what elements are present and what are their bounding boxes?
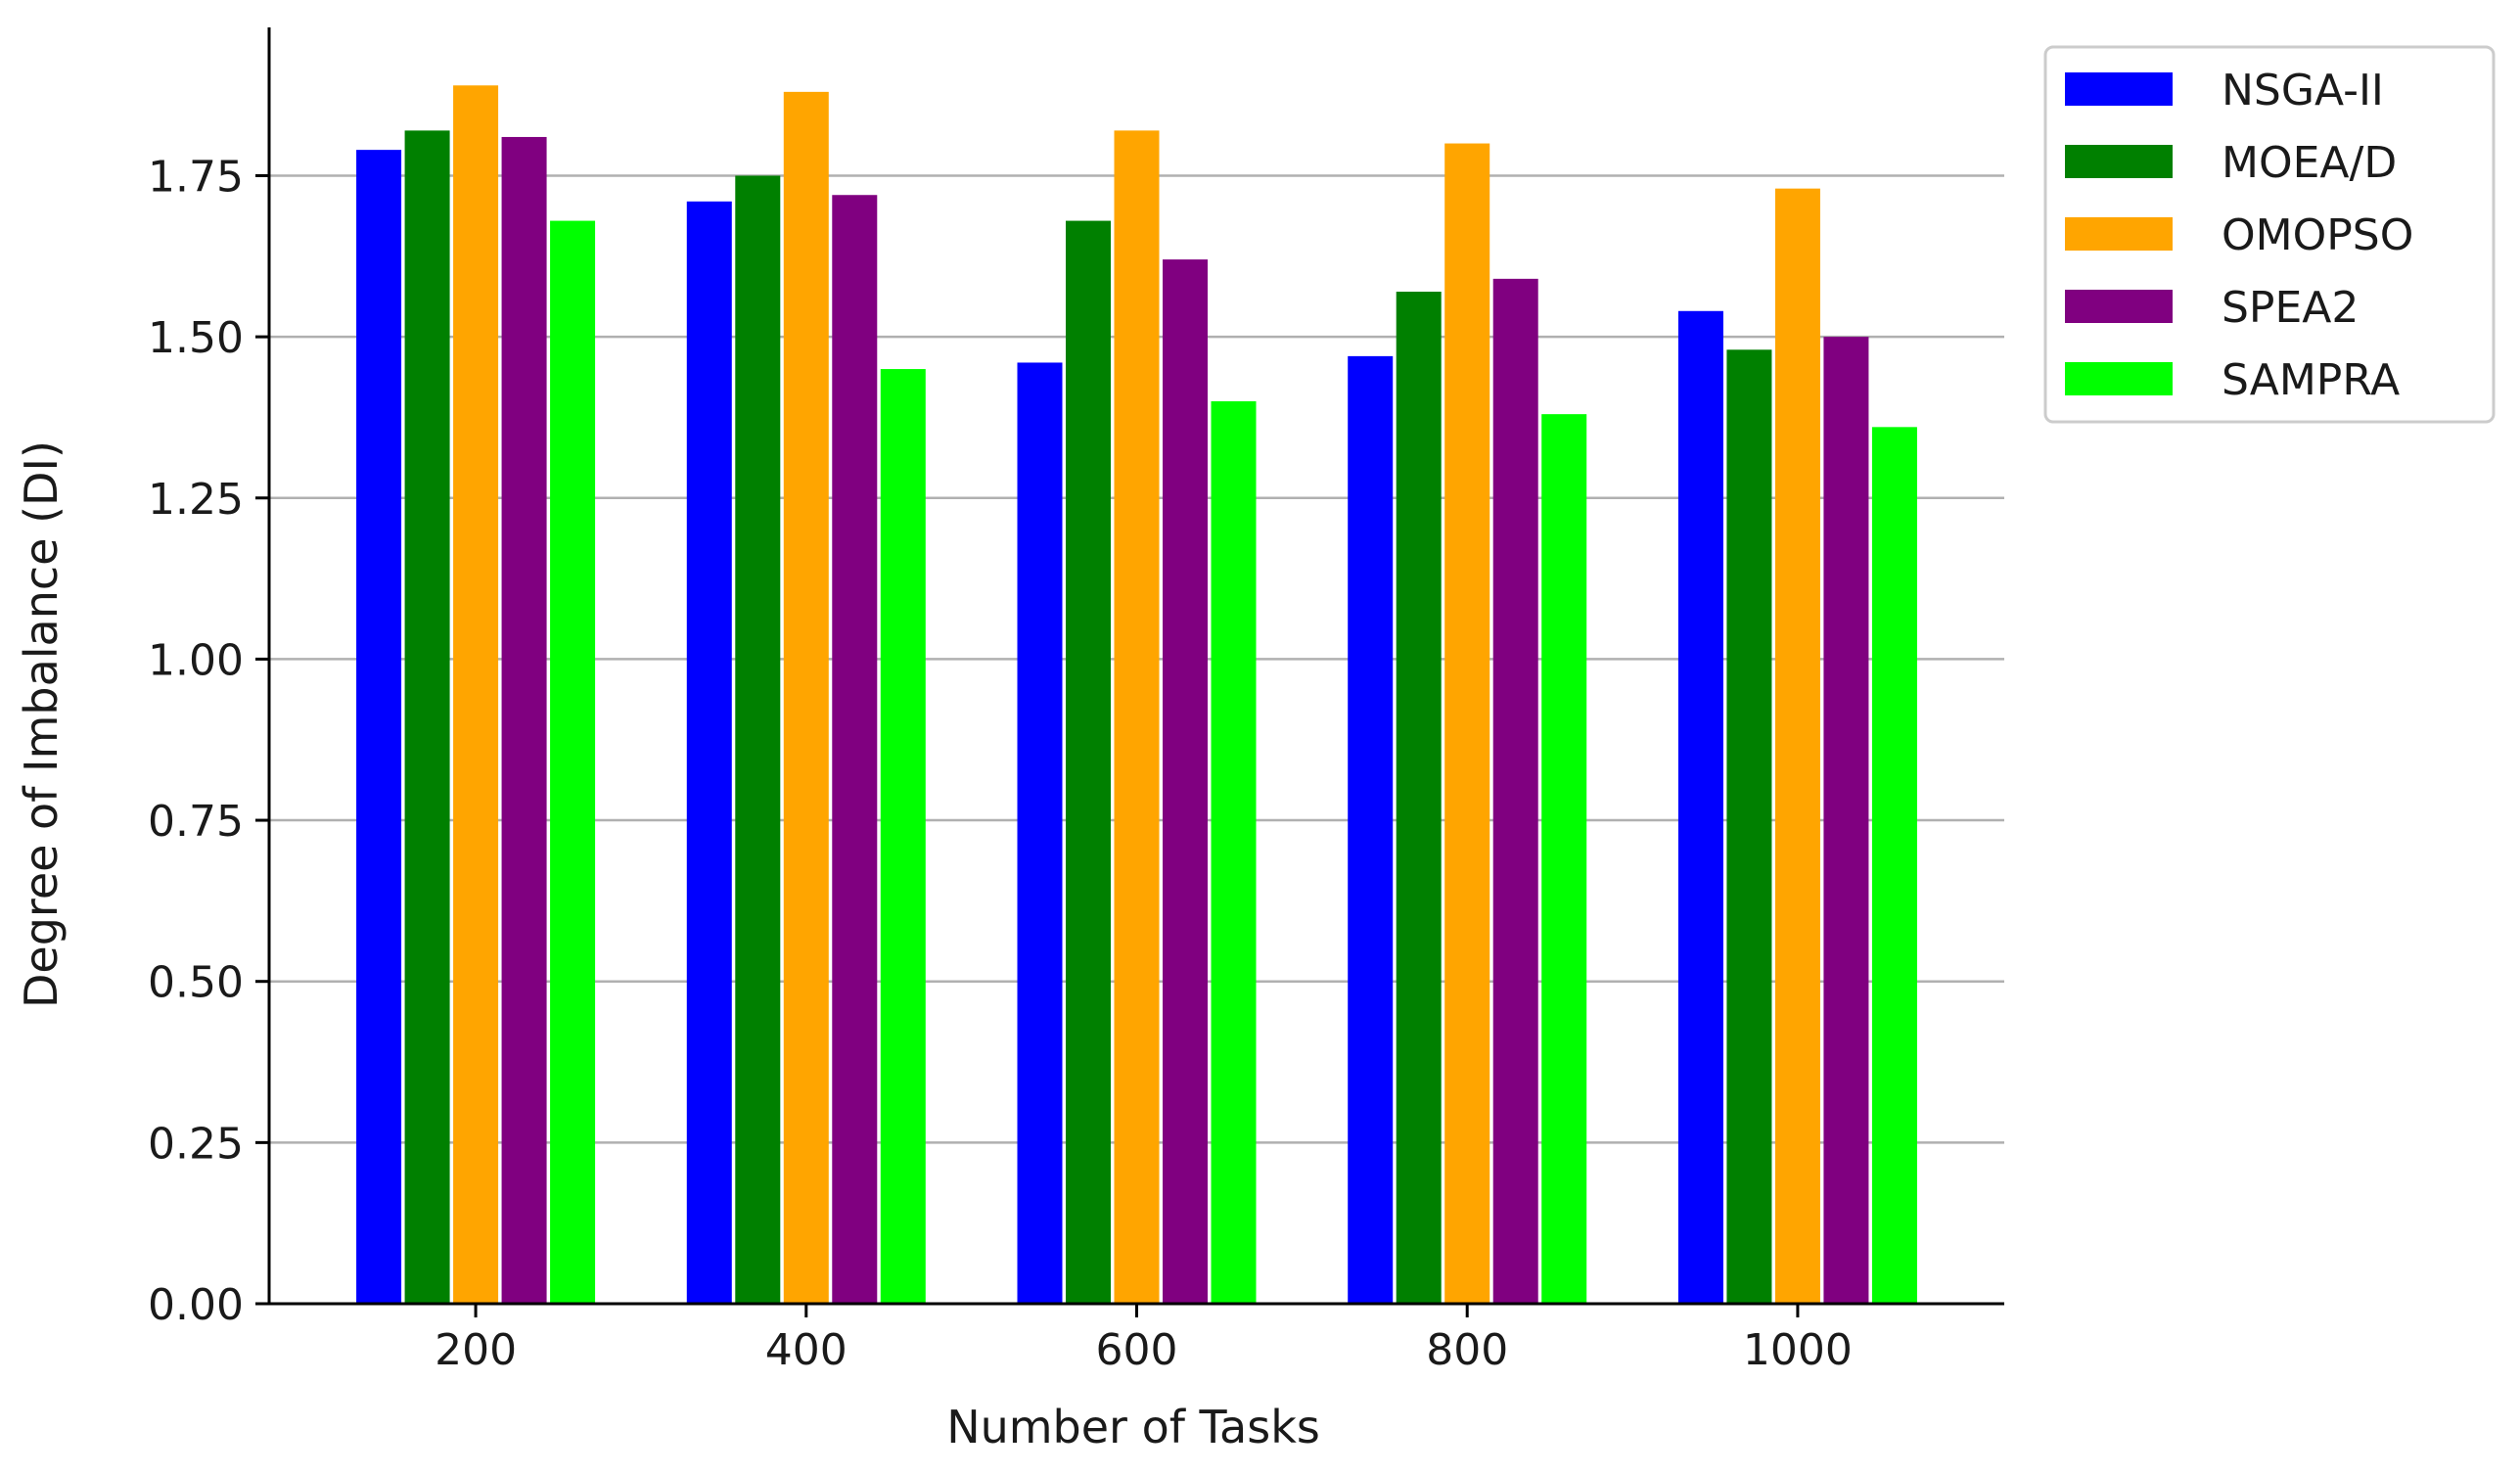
x-tick-label: 600 bbox=[1096, 1325, 1178, 1375]
x-axis-label: Number of Tasks bbox=[946, 1401, 1320, 1453]
bar-nsga-ii-200 bbox=[356, 150, 402, 1304]
bar-spea2-200 bbox=[501, 136, 547, 1304]
legend-label: MOEA/D bbox=[2222, 138, 2397, 188]
y-tick-label: 1.50 bbox=[148, 313, 244, 363]
x-tick-label: 800 bbox=[1426, 1325, 1508, 1375]
bar-moea-d-600 bbox=[1066, 220, 1111, 1304]
legend-label: SPEA2 bbox=[2222, 283, 2359, 333]
legend-label: OMOPSO bbox=[2222, 210, 2413, 260]
bar-nsga-ii-400 bbox=[686, 201, 732, 1305]
bars bbox=[356, 85, 1917, 1305]
bar-spea2-600 bbox=[1163, 259, 1208, 1304]
legend-swatch bbox=[2065, 145, 2173, 178]
bar-spea2-400 bbox=[832, 195, 878, 1305]
bar-moea-d-1000 bbox=[1726, 349, 1772, 1304]
y-tick-label: 0.50 bbox=[148, 958, 244, 1008]
bar-spea2-800 bbox=[1492, 278, 1538, 1304]
y-tick-label: 1.25 bbox=[148, 475, 244, 525]
bar-omopso-600 bbox=[1114, 130, 1160, 1304]
y-tick-label: 0.25 bbox=[148, 1119, 244, 1169]
legend-swatch bbox=[2065, 290, 2173, 323]
legend-frame bbox=[2043, 45, 2496, 424]
bar-spea2-1000 bbox=[1823, 337, 1869, 1304]
bar-omopso-200 bbox=[453, 85, 499, 1305]
legend: NSGA-II MOEA/D OMOPSO SPEA2 SAMPRA bbox=[2043, 45, 2496, 424]
x-tick-label: 1000 bbox=[1743, 1325, 1853, 1375]
bar-omopso-800 bbox=[1444, 143, 1490, 1305]
bar-sampra-800 bbox=[1541, 414, 1587, 1305]
legend-label: SAMPRA bbox=[2222, 355, 2400, 405]
bar-moea-d-200 bbox=[404, 130, 450, 1304]
legend-swatch bbox=[2065, 72, 2173, 106]
bar-omopso-1000 bbox=[1774, 188, 1820, 1304]
legend-swatch bbox=[2065, 362, 2173, 395]
bar-sampra-1000 bbox=[1871, 427, 1917, 1304]
tick-labels: 0.00 0.25 0.50 0.75 1.00 1.25 1.50 1.75 200 400 60… bbox=[148, 152, 1853, 1375]
bar-sampra-400 bbox=[880, 369, 926, 1304]
bar-omopso-400 bbox=[783, 91, 829, 1304]
x-tick-label: 400 bbox=[765, 1325, 848, 1375]
bar-nsga-ii-600 bbox=[1017, 362, 1063, 1304]
bar-moea-d-400 bbox=[735, 175, 781, 1305]
y-tick-label: 0.00 bbox=[148, 1280, 244, 1330]
y-tick-label: 0.75 bbox=[148, 797, 244, 847]
y-tick-label: 1.75 bbox=[148, 152, 244, 202]
bar-nsga-ii-800 bbox=[1348, 355, 1394, 1304]
bar-moea-d-800 bbox=[1396, 292, 1442, 1304]
y-axis-label: Degree of Imbalance (DI) bbox=[15, 440, 68, 1008]
legend-label: NSGA-II bbox=[2222, 66, 2384, 115]
legend-swatch bbox=[2065, 217, 2173, 251]
axes bbox=[255, 27, 2004, 1317]
bar-nsga-ii-1000 bbox=[1677, 310, 1723, 1304]
bar-sampra-600 bbox=[1211, 400, 1257, 1304]
x-tick-label: 200 bbox=[435, 1325, 517, 1375]
y-tick-label: 1.00 bbox=[148, 635, 244, 685]
bar-sampra-200 bbox=[550, 220, 596, 1304]
